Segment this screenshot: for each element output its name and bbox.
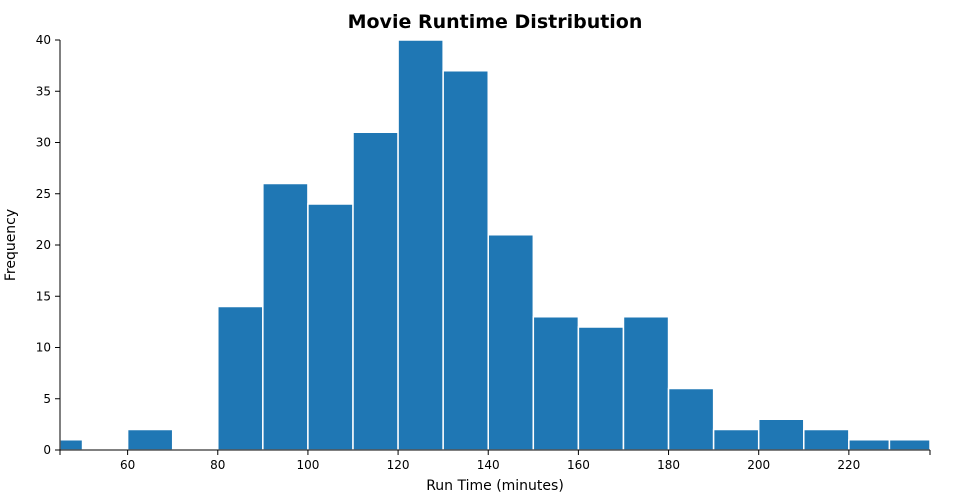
histogram-bar <box>532 316 580 451</box>
x-tick-label: 140 <box>477 458 500 472</box>
histogram-bar <box>667 387 715 451</box>
bars-group <box>59 39 931 451</box>
y-tick-label: 30 <box>36 136 51 150</box>
y-tick-label: 15 <box>36 289 51 303</box>
histogram-bar <box>848 439 891 451</box>
x-tick-label: 160 <box>567 458 590 472</box>
histogram-bar <box>262 182 309 451</box>
y-tick-label: 35 <box>36 84 51 98</box>
histogram-bar <box>397 39 444 451</box>
x-tick-label: 80 <box>210 458 225 472</box>
y-tick-label: 0 <box>43 443 51 457</box>
y-axis-ticks: 0 5 10 15 20 25 30 35 40 <box>36 33 60 457</box>
histogram-bar <box>712 428 760 451</box>
histogram-bar <box>622 316 670 451</box>
x-tick-label: 220 <box>837 458 860 472</box>
histogram-bar <box>126 428 174 451</box>
histogram-bar <box>888 439 931 451</box>
histogram-bar <box>442 70 489 451</box>
x-tick-label: 60 <box>120 458 135 472</box>
histogram-bar <box>59 439 84 451</box>
x-tick-label: 180 <box>657 458 680 472</box>
histogram-bar <box>352 131 399 451</box>
y-tick-label: 5 <box>43 392 51 406</box>
histogram-bar <box>757 418 805 451</box>
x-tick-label: 200 <box>747 458 770 472</box>
x-tick-label: 120 <box>387 458 410 472</box>
histogram-bar <box>803 428 850 451</box>
x-tick-label: 100 <box>296 458 319 472</box>
histogram-bar <box>217 305 264 451</box>
histogram-bar <box>487 234 535 451</box>
y-tick-label: 20 <box>36 238 51 252</box>
histogram-bar <box>307 203 354 451</box>
x-axis-ticks: 60 80 100 120 140 160 180 200 220 <box>59 450 931 472</box>
y-axis-label: Frequency <box>3 209 19 281</box>
chart-title: Movie Runtime Distribution <box>348 11 643 33</box>
y-tick-label: 10 <box>36 341 51 355</box>
x-axis-label: Run Time (minutes) <box>426 478 564 494</box>
y-tick-label: 25 <box>36 187 51 201</box>
y-tick-label: 40 <box>36 33 51 47</box>
histogram-bar <box>577 326 625 451</box>
